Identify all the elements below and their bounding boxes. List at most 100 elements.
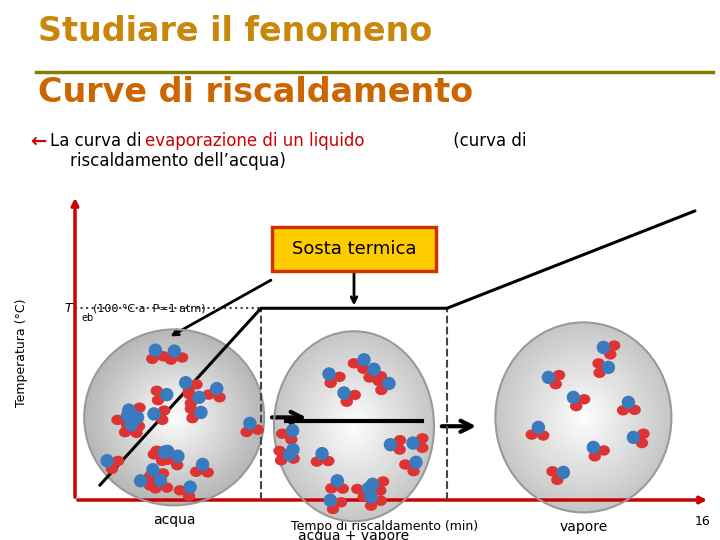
Ellipse shape bbox=[160, 403, 189, 431]
Ellipse shape bbox=[191, 380, 202, 389]
Ellipse shape bbox=[329, 396, 379, 456]
Text: Sosta termica: Sosta termica bbox=[292, 240, 416, 258]
Ellipse shape bbox=[523, 353, 644, 482]
Ellipse shape bbox=[153, 396, 163, 404]
Ellipse shape bbox=[546, 377, 621, 457]
Ellipse shape bbox=[565, 397, 602, 437]
Ellipse shape bbox=[349, 390, 360, 400]
Circle shape bbox=[532, 421, 544, 434]
Text: 16: 16 bbox=[694, 515, 710, 528]
Ellipse shape bbox=[122, 421, 132, 429]
Ellipse shape bbox=[337, 406, 371, 446]
Circle shape bbox=[147, 464, 159, 476]
Ellipse shape bbox=[99, 343, 250, 491]
Ellipse shape bbox=[148, 474, 159, 483]
Ellipse shape bbox=[150, 484, 161, 493]
Ellipse shape bbox=[131, 428, 142, 437]
Ellipse shape bbox=[328, 504, 338, 514]
Ellipse shape bbox=[375, 372, 387, 381]
Ellipse shape bbox=[134, 403, 145, 412]
Ellipse shape bbox=[556, 387, 611, 448]
Ellipse shape bbox=[108, 353, 240, 482]
Text: (curva di: (curva di bbox=[448, 132, 526, 150]
Ellipse shape bbox=[541, 373, 625, 462]
Circle shape bbox=[362, 483, 374, 495]
Ellipse shape bbox=[550, 380, 561, 389]
Ellipse shape bbox=[320, 386, 387, 466]
Ellipse shape bbox=[191, 467, 202, 476]
Ellipse shape bbox=[185, 404, 197, 413]
Ellipse shape bbox=[518, 347, 648, 488]
Ellipse shape bbox=[103, 348, 246, 487]
Text: ←: ← bbox=[30, 132, 46, 151]
Ellipse shape bbox=[636, 438, 647, 448]
Ellipse shape bbox=[145, 471, 156, 481]
Ellipse shape bbox=[184, 491, 194, 501]
Ellipse shape bbox=[156, 399, 193, 436]
Ellipse shape bbox=[551, 382, 616, 453]
Text: evaporazione di un liquido: evaporazione di un liquido bbox=[145, 132, 364, 150]
Ellipse shape bbox=[288, 454, 299, 463]
Ellipse shape bbox=[274, 447, 285, 455]
Text: acqua: acqua bbox=[153, 514, 195, 528]
Ellipse shape bbox=[278, 450, 289, 458]
Ellipse shape bbox=[376, 386, 387, 395]
Ellipse shape bbox=[333, 401, 375, 451]
Circle shape bbox=[125, 419, 138, 431]
Ellipse shape bbox=[145, 390, 202, 445]
Text: eb: eb bbox=[81, 313, 94, 323]
Ellipse shape bbox=[311, 457, 323, 466]
Ellipse shape bbox=[286, 435, 297, 444]
Ellipse shape bbox=[252, 425, 264, 434]
Ellipse shape bbox=[373, 376, 384, 386]
Ellipse shape bbox=[158, 406, 170, 415]
Ellipse shape bbox=[214, 393, 225, 402]
Circle shape bbox=[366, 478, 379, 490]
Ellipse shape bbox=[323, 456, 334, 465]
Ellipse shape bbox=[554, 370, 564, 380]
Ellipse shape bbox=[185, 399, 197, 408]
Ellipse shape bbox=[334, 373, 345, 381]
Circle shape bbox=[244, 417, 256, 429]
Ellipse shape bbox=[316, 381, 392, 471]
Circle shape bbox=[161, 389, 173, 401]
Ellipse shape bbox=[570, 402, 598, 433]
Ellipse shape bbox=[408, 467, 419, 476]
Circle shape bbox=[383, 377, 395, 389]
Ellipse shape bbox=[358, 364, 369, 373]
Ellipse shape bbox=[94, 339, 255, 496]
Text: Temperatura (°C): Temperatura (°C) bbox=[16, 299, 29, 407]
Ellipse shape bbox=[151, 386, 162, 395]
Ellipse shape bbox=[589, 452, 600, 461]
Ellipse shape bbox=[130, 412, 142, 421]
Ellipse shape bbox=[605, 350, 616, 359]
Ellipse shape bbox=[165, 408, 184, 427]
Circle shape bbox=[180, 377, 192, 389]
Ellipse shape bbox=[417, 434, 428, 443]
Circle shape bbox=[287, 444, 299, 456]
Circle shape bbox=[627, 431, 639, 443]
Text: acqua + vapore: acqua + vapore bbox=[298, 529, 410, 540]
Circle shape bbox=[323, 368, 335, 380]
Ellipse shape bbox=[598, 446, 609, 455]
Ellipse shape bbox=[276, 456, 287, 465]
Circle shape bbox=[603, 361, 614, 373]
Circle shape bbox=[368, 363, 380, 375]
Ellipse shape bbox=[161, 483, 173, 492]
Ellipse shape bbox=[533, 362, 634, 472]
Circle shape bbox=[211, 383, 222, 395]
Ellipse shape bbox=[495, 322, 672, 512]
Ellipse shape bbox=[312, 376, 396, 476]
Text: (100 °C a  P=1 atm): (100 °C a P=1 atm) bbox=[93, 303, 206, 313]
Circle shape bbox=[148, 408, 160, 420]
Ellipse shape bbox=[156, 455, 168, 463]
Circle shape bbox=[316, 448, 328, 460]
Circle shape bbox=[172, 450, 184, 462]
Circle shape bbox=[149, 344, 161, 356]
Ellipse shape bbox=[158, 469, 168, 478]
Ellipse shape bbox=[184, 389, 194, 399]
Text: Studiare il fenomeno: Studiare il fenomeno bbox=[38, 15, 432, 48]
Ellipse shape bbox=[112, 357, 235, 477]
Circle shape bbox=[407, 437, 419, 449]
Circle shape bbox=[331, 475, 343, 487]
